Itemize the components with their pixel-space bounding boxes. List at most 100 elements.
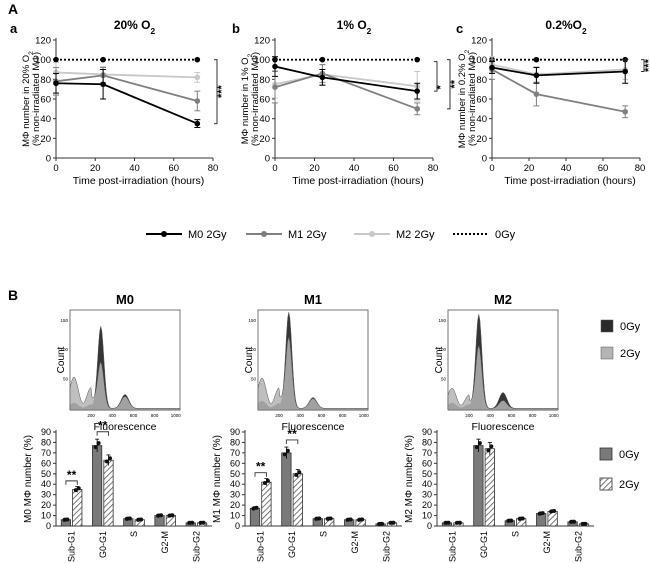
- histogram-x-tick-label: 600: [130, 413, 138, 418]
- bar-2gy: [103, 459, 114, 527]
- y-tick-label: 80: [40, 75, 51, 86]
- histogram-x-tick-label: 400: [297, 413, 305, 418]
- histogram-y-tick-label: 100: [438, 347, 446, 352]
- replicate-dot: [76, 486, 81, 491]
- data-point: [533, 91, 540, 97]
- replicate-dot: [282, 452, 287, 457]
- x-tick-label: G0-G1: [98, 531, 108, 558]
- histogram-x-label: Fluorescence: [281, 421, 344, 433]
- histogram-y-label: Count: [434, 346, 445, 373]
- y-tick-label: 0: [427, 521, 432, 531]
- data-point: [319, 56, 326, 63]
- y-tick-label: 80: [422, 437, 432, 447]
- histogram-y-tick-label: 150: [438, 318, 446, 323]
- hist-legend-swatch: [600, 319, 614, 333]
- y-tick-label: 0: [265, 154, 270, 165]
- replicate-dot: [509, 518, 514, 523]
- histogram-m0: M0 200 400 600 800 1000 50 100 150 Fluorescence Co…: [56, 292, 181, 433]
- data-point: [272, 84, 278, 90]
- histogram-title: M2: [494, 292, 512, 307]
- series-line-m0-2gy: [274, 65, 418, 93]
- x-tick-label: G2-M: [160, 531, 170, 554]
- histogram-x-tick-label: 800: [529, 413, 537, 418]
- replicate-dot: [62, 517, 67, 522]
- histogram-x-tick-label: 400: [487, 413, 495, 418]
- significance-marker: **: [256, 460, 266, 474]
- x-tick-label: 80: [208, 163, 219, 174]
- x-tick-label: Sub-G1: [448, 531, 458, 562]
- y-tick-label: 50: [230, 469, 240, 479]
- x-tick-label: 40: [129, 163, 140, 174]
- y-tick-label: 120: [471, 36, 487, 47]
- legend-label: M2 2Gy: [396, 229, 435, 241]
- series-line-m1-2gy: [55, 74, 198, 102]
- hist-legend-label: 0Gy: [620, 321, 641, 333]
- y-axis-label: MΦ number in 0.2% O2: [457, 50, 471, 149]
- panel-sublabel-a: a: [10, 21, 18, 36]
- y-tick-label: 50: [41, 469, 51, 479]
- x-tick-label: S: [511, 531, 521, 537]
- y-tick-label: 70: [422, 448, 432, 458]
- y-tick-label: 20: [476, 134, 487, 145]
- x-tick-label: 60: [388, 163, 399, 174]
- panel-sublabel-b: b: [232, 21, 240, 36]
- histogram-y-label: Count: [56, 346, 67, 373]
- bar-legend-swatch: [599, 447, 613, 461]
- histogram-x-tick-label: 1000: [549, 413, 560, 418]
- histogram-y-tick-label: 100: [248, 347, 256, 352]
- histogram-y-tick-label: 50: [441, 377, 447, 382]
- histogram-2gy-area: [69, 361, 181, 411]
- replicate-dot: [159, 513, 164, 518]
- histogram-title: M0: [116, 292, 134, 307]
- data-point: [414, 88, 421, 94]
- y-tick-label: 0: [235, 521, 240, 531]
- replicate-dot: [391, 520, 396, 525]
- bar-2gy: [547, 510, 558, 527]
- y-tick-label: 80: [259, 75, 270, 86]
- data-point: [489, 64, 495, 71]
- y-tick-label: 20: [230, 500, 240, 510]
- significance-marker: ***: [216, 84, 228, 98]
- y-tick-label: 0: [46, 154, 51, 165]
- legend-label: M0 2Gy: [188, 229, 227, 241]
- replicate-dot: [377, 521, 382, 526]
- data-point: [100, 81, 106, 88]
- replicate-dot: [190, 520, 195, 525]
- replicate-dot: [136, 517, 141, 522]
- replicate-dot: [486, 448, 491, 453]
- histogram-x-tick-label: 200: [275, 413, 283, 418]
- data-point: [194, 98, 201, 104]
- replicate-dot: [380, 521, 385, 526]
- data-point: [533, 56, 540, 63]
- y-tick-label: 40: [476, 114, 487, 125]
- y-tick-label: 10: [230, 511, 240, 521]
- replicate-dot: [457, 520, 462, 525]
- replicate-dot: [198, 520, 203, 525]
- replicate-dot: [139, 517, 144, 522]
- histogram-y-tick-label: 150: [60, 318, 68, 323]
- significance-bracket: [65, 480, 78, 485]
- x-tick-label: G0-G1: [479, 531, 489, 558]
- bar-0gy: [473, 445, 484, 527]
- significance-bracket: [254, 472, 267, 477]
- significance-marker: **: [98, 419, 108, 433]
- replicate-dot: [537, 511, 542, 516]
- x-tick-label: G2-M: [542, 531, 552, 554]
- y-axis-label: MΦ number in 20% O2: [21, 51, 35, 147]
- y-tick-label: 80: [41, 437, 51, 447]
- y-tick-label: 90: [422, 427, 432, 437]
- bar-2gy: [292, 473, 303, 527]
- replicate-dot: [170, 513, 175, 518]
- y-tick-label: 120: [35, 36, 51, 47]
- panel-label-b: B: [8, 287, 18, 303]
- replicate-dot: [549, 509, 554, 514]
- histogram-x-tick-label: 200: [87, 413, 95, 418]
- replicate-dot: [443, 520, 448, 525]
- replicate-dot: [357, 517, 362, 522]
- hist-legend-swatch: [600, 346, 614, 360]
- legend-label: M1 2Gy: [288, 229, 327, 241]
